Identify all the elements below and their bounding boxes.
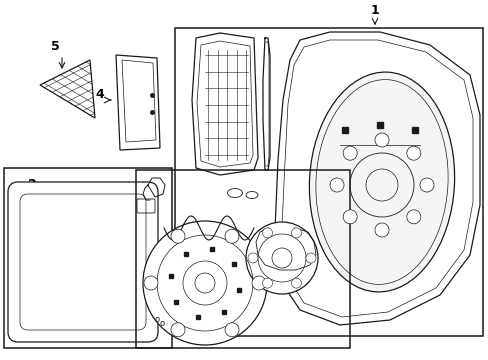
FancyBboxPatch shape xyxy=(8,182,158,342)
Text: 1: 1 xyxy=(370,4,379,17)
Text: o: o xyxy=(159,319,164,328)
Circle shape xyxy=(224,229,239,243)
Circle shape xyxy=(305,253,315,263)
Polygon shape xyxy=(116,55,160,150)
Circle shape xyxy=(262,228,272,238)
Circle shape xyxy=(406,210,420,224)
Circle shape xyxy=(262,278,272,288)
Circle shape xyxy=(343,210,356,224)
Circle shape xyxy=(374,133,388,147)
Text: o: o xyxy=(154,315,159,324)
Circle shape xyxy=(291,278,301,288)
Text: 3: 3 xyxy=(118,248,126,261)
Polygon shape xyxy=(122,60,156,142)
Circle shape xyxy=(291,228,301,238)
Circle shape xyxy=(143,276,158,290)
Circle shape xyxy=(374,223,388,237)
Circle shape xyxy=(224,323,239,337)
Circle shape xyxy=(251,276,265,290)
Bar xyxy=(175,28,482,336)
Polygon shape xyxy=(274,32,479,325)
Ellipse shape xyxy=(309,72,454,292)
Text: 5: 5 xyxy=(51,40,59,53)
Polygon shape xyxy=(40,60,95,118)
Circle shape xyxy=(343,146,356,160)
Circle shape xyxy=(171,323,184,337)
Text: 2: 2 xyxy=(27,179,36,192)
Circle shape xyxy=(245,222,317,294)
Circle shape xyxy=(419,178,433,192)
Circle shape xyxy=(142,221,266,345)
Polygon shape xyxy=(192,33,258,175)
Circle shape xyxy=(329,178,343,192)
Circle shape xyxy=(171,229,184,243)
Bar xyxy=(136,170,349,348)
Bar xyxy=(4,168,172,348)
Circle shape xyxy=(247,253,258,263)
Text: 4: 4 xyxy=(96,89,104,102)
Circle shape xyxy=(406,146,420,160)
